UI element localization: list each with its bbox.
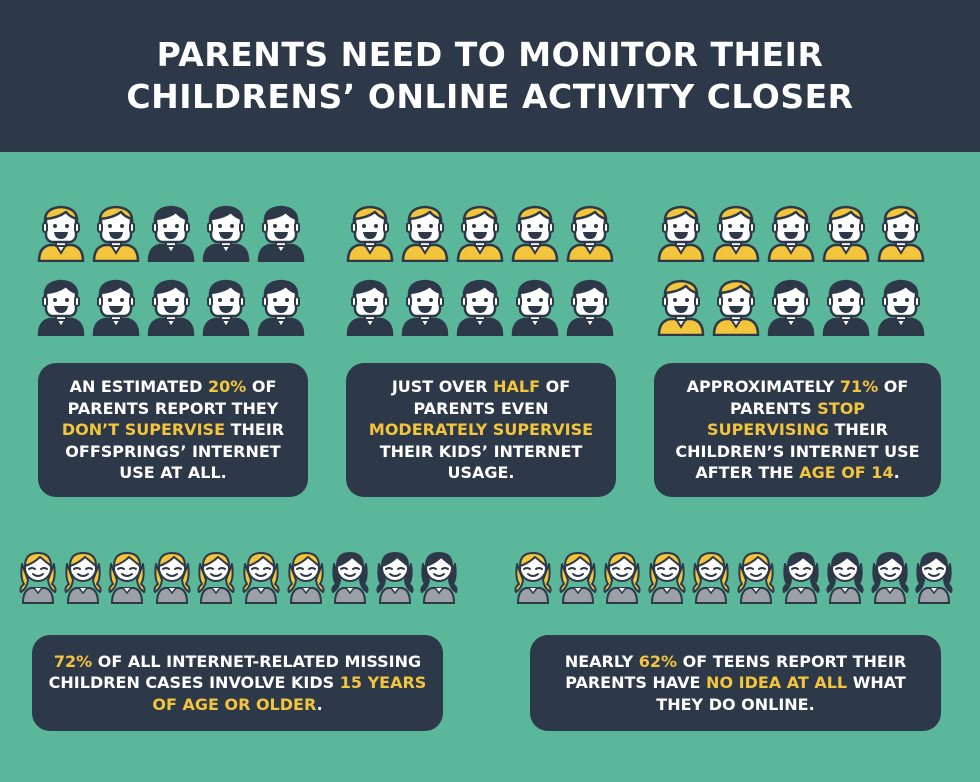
parent-icons-grid-1 (36, 204, 306, 336)
parent-icon (36, 204, 86, 262)
child-icon (602, 548, 642, 604)
stat-card-5: NEARLY 62% OF TEENS REPORT THEIR PARENTS… (530, 635, 941, 731)
child-icon (375, 548, 415, 604)
highlight-text: MODERATELY SUPERVISE (368, 420, 594, 440)
parent-icon (656, 278, 706, 336)
child-icon (152, 548, 192, 604)
stat-text-segment: OF PARENTS EVEN (413, 377, 571, 418)
stat-text-segment: . (893, 463, 900, 483)
parent-icon (256, 278, 306, 336)
stat-card-3: APPROXIMATELY 71% OF PARENTS STOP SUPERV… (654, 363, 941, 497)
parent-icon (711, 278, 761, 336)
parent-icon (565, 278, 615, 336)
stat-text-segment: OF ALL INTERNET-RELATED MISSING CHILDREN… (48, 651, 422, 693)
child-icon (330, 548, 370, 604)
stat-text: JUST OVER HALF OF PARENTS EVEN MODERATEL… (360, 376, 602, 484)
parent-icon (876, 204, 926, 262)
parent-icon (455, 278, 505, 336)
stat-text: 72% OF ALL INTERNET-RELATED MISSING CHIL… (46, 651, 429, 716)
stat-text-segment: THEIR CHILDREN’S INTERNET USE AFTER THE (675, 420, 920, 483)
child-icon (107, 548, 147, 604)
stat-card-4: 72% OF ALL INTERNET-RELATED MISSING CHIL… (32, 635, 443, 731)
stat-text-segment: THEIR KIDS’ INTERNET USAGE. (379, 441, 583, 483)
highlight-text: DON’T SUPERVISE (61, 420, 226, 440)
stat-text-segment: OF PARENTS (729, 377, 909, 418)
stat-text-segment: . (316, 694, 323, 714)
parent-icon (91, 278, 141, 336)
highlight-text: HALF (493, 377, 541, 397)
child-icons-row-1 (18, 548, 459, 604)
highlight-text: STOP SUPERVISING (707, 398, 866, 440)
parent-icon (876, 278, 926, 336)
stat-text-segment: NEARLY (564, 651, 639, 671)
child-icon (419, 548, 459, 604)
child-icon (825, 548, 865, 604)
child-icon (18, 548, 58, 604)
parent-icon (146, 204, 196, 262)
parent-icon (400, 204, 450, 262)
stat-card-2: JUST OVER HALF OF PARENTS EVEN MODERATEL… (346, 363, 616, 497)
highlight-text: 62% (638, 651, 678, 671)
stat-card-1: AN ESTIMATED 20% OF PARENTS REPORT THEY … (38, 363, 308, 497)
child-icon (914, 548, 954, 604)
parent-icons-grid-2 (345, 204, 615, 336)
child-icon (63, 548, 103, 604)
highlight-text: 15 YEARS OF AGE OR OLDER (152, 673, 427, 714)
child-icon (691, 548, 731, 604)
highlight-text: 20% (208, 377, 247, 397)
highlight-text: NO IDEA AT ALL (706, 673, 848, 693)
header-banner: PARENTS NEED TO MONITOR THEIR CHILDRENS’… (0, 0, 980, 152)
stat-text: AN ESTIMATED 20% OF PARENTS REPORT THEY … (52, 376, 294, 484)
child-icon (513, 548, 553, 604)
parent-icon (766, 278, 816, 336)
child-icon (241, 548, 281, 604)
page-title: PARENTS NEED TO MONITOR THEIR CHILDRENS’… (126, 34, 853, 118)
parent-icons-grid-3 (656, 204, 926, 336)
parent-icon (345, 204, 395, 262)
parent-icon (146, 278, 196, 336)
title-line-1: PARENTS NEED TO MONITOR THEIR (156, 35, 824, 74)
stat-text-segment: THEIR OFFSPRINGS’ INTERNET USE AT ALL. (65, 420, 285, 483)
parent-icon (711, 204, 761, 262)
child-icons-row-2 (513, 548, 954, 604)
stat-text-segment: WHAT THEY DO ONLINE. (656, 673, 906, 714)
highlight-text: 71% (839, 377, 879, 397)
parent-icon (821, 278, 871, 336)
child-icon (196, 548, 236, 604)
parent-icon (766, 204, 816, 262)
parent-icon (91, 204, 141, 262)
parent-icon (821, 204, 871, 262)
stat-text: NEARLY 62% OF TEENS REPORT THEIR PARENTS… (544, 651, 927, 716)
parent-icon (455, 204, 505, 262)
child-icon (558, 548, 598, 604)
parent-icon (201, 204, 251, 262)
child-icon (736, 548, 776, 604)
highlight-text: AGE OF 14 (799, 463, 894, 483)
parent-icon (656, 204, 706, 262)
parent-icon (510, 204, 560, 262)
parent-icon (510, 278, 560, 336)
stat-text-segment: OF PARENTS REPORT THEY (67, 377, 279, 418)
stat-text: APPROXIMATELY 71% OF PARENTS STOP SUPERV… (668, 376, 927, 484)
parent-icon (400, 278, 450, 336)
stat-text-segment: AN ESTIMATED (69, 377, 208, 397)
child-icon (286, 548, 326, 604)
stat-text-segment: JUST OVER (391, 377, 494, 397)
highlight-text: 72% (53, 651, 93, 671)
stat-text-segment: APPROXIMATELY (686, 377, 840, 397)
parent-icon (256, 204, 306, 262)
stat-text-segment: OF TEENS REPORT THEIR PARENTS HAVE (565, 651, 907, 693)
child-icon (870, 548, 910, 604)
child-icon (781, 548, 821, 604)
parent-icon (345, 278, 395, 336)
parent-icon (201, 278, 251, 336)
title-line-2: CHILDRENS’ ONLINE ACTIVITY CLOSER (126, 77, 854, 116)
parent-icon (36, 278, 86, 336)
child-icon (647, 548, 687, 604)
parent-icon (565, 204, 615, 262)
